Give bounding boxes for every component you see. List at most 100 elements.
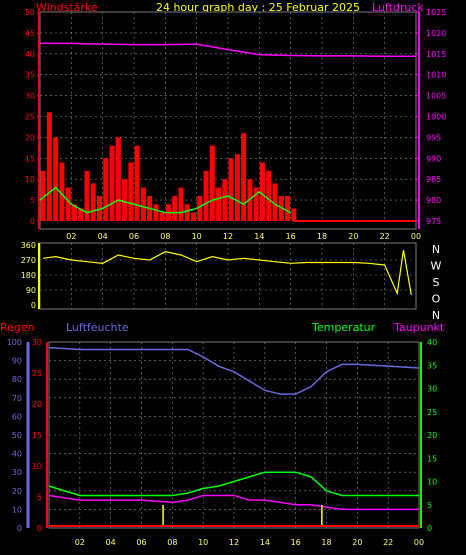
pressure-line	[40, 42, 416, 58]
time-tick-label: 20	[348, 232, 358, 241]
wind-bars	[40, 112, 297, 221]
time-tick-label: 22	[383, 538, 393, 547]
humidity-tick-label: 90	[12, 357, 22, 366]
time-tick-label: 10	[192, 232, 202, 241]
time-tick-label: 16	[291, 538, 301, 547]
wind-bar	[259, 162, 265, 221]
wind-bar	[253, 187, 259, 221]
dewpoint-line	[48, 494, 419, 511]
wind-tick-label: 45	[25, 29, 35, 38]
wind-bar	[115, 137, 121, 221]
climate-panel-grid	[49, 342, 420, 528]
wind-bar	[109, 145, 115, 221]
wind-tick-label: 20	[25, 133, 35, 142]
rain-tick-label: 5	[37, 493, 42, 502]
temperature-axis-title: Temperatur	[311, 321, 376, 334]
time-tick-label: 22	[380, 232, 390, 241]
temp-tick-label: 10	[427, 478, 437, 487]
humidity-tick-label: 20	[12, 487, 22, 496]
compass-label: N	[432, 309, 440, 322]
time-tick-label: 18	[321, 538, 331, 547]
pressure-tick-label: 980	[426, 196, 441, 205]
wind-bar	[172, 195, 178, 221]
time-tick-label: 10	[198, 538, 208, 547]
wind-tick-label: 10	[25, 175, 35, 184]
time-tick-label: 02	[75, 538, 85, 547]
rain-tick-label: 20	[32, 400, 42, 409]
time-tick-label: 06	[136, 538, 146, 547]
wind-tick-label: 35	[25, 71, 35, 80]
wind-bar	[128, 162, 134, 221]
dewpoint-axis-title: Taupunkt	[393, 321, 445, 334]
wind-bar	[291, 208, 297, 221]
time-tick-label: 06	[129, 232, 139, 241]
wind-tick-label: 15	[25, 154, 35, 163]
wind-bar	[65, 187, 71, 221]
time-tick-label: 14	[254, 232, 264, 241]
temp-tick-label: 30	[427, 385, 437, 394]
temp-tick-label: 15	[427, 454, 437, 463]
rain-tick-label: 10	[32, 462, 42, 471]
wind-tick-label: 0	[30, 217, 35, 226]
chart-title: 24 hour graph day : 25 Februar 2025	[156, 1, 360, 14]
rain-axis-title: Regen	[0, 321, 35, 334]
wind-bar	[241, 133, 247, 221]
wind-bar	[140, 187, 146, 221]
time-tick-label: 02	[66, 232, 76, 241]
wind-bar	[103, 158, 109, 221]
wind-panel-x-ticks: 02 04 06 08 10 12 14 16 18 20 22 00	[66, 232, 421, 241]
time-tick-label: 08	[167, 538, 177, 547]
temp-tick-label: 40	[427, 338, 437, 347]
pressure-tick-label: 1020	[426, 29, 446, 38]
wind-bar	[159, 212, 165, 221]
temp-tick-label: 20	[427, 431, 437, 440]
climate-panel-x-ticks: 02 04 06 08 10 12 14 16 18 20 22 00	[75, 538, 424, 547]
time-tick-label: 12	[229, 538, 239, 547]
rain-axis-ticks: 0 5 10 15 20 25 30	[32, 338, 42, 533]
compass-label: W	[431, 260, 442, 273]
time-tick-label: 16	[286, 232, 296, 241]
humidity-line	[48, 346, 420, 395]
wind-bar	[90, 183, 96, 221]
temp-tick-label: 25	[427, 408, 437, 417]
compass-label: O	[432, 293, 441, 306]
time-tick-label: 04	[98, 232, 108, 241]
direction-line	[43, 249, 412, 296]
rain-tick-label: 25	[32, 369, 42, 378]
wind-bar	[234, 154, 240, 221]
wind-bar	[46, 112, 52, 221]
time-tick-label: 00	[411, 232, 421, 241]
time-tick-label: 08	[160, 232, 170, 241]
humidity-axis-title: Luftfeuchte	[66, 321, 129, 334]
wind-bar	[71, 204, 77, 221]
time-tick-label: 12	[223, 232, 233, 241]
humidity-tick-label: 100	[7, 338, 22, 347]
pressure-tick-label: 1005	[426, 92, 446, 101]
humidity-tick-label: 50	[12, 431, 22, 440]
humidity-tick-label: 0	[17, 524, 22, 533]
wind-bar	[97, 195, 103, 221]
direction-deg-label: 360	[21, 241, 36, 250]
rain-tick-label: 0	[37, 524, 42, 533]
wind-bar	[216, 187, 222, 221]
wind-bar	[53, 137, 59, 221]
humidity-tick-label: 70	[12, 394, 22, 403]
gust-line	[39, 186, 292, 214]
humidity-tick-label: 10	[12, 505, 22, 514]
time-tick-label: 00	[414, 538, 424, 547]
wind-bar	[209, 145, 215, 221]
pressure-axis-ticks: 975 980 985 990 995 1000 1005 1010 1015 1020 1025	[416, 8, 446, 229]
humidity-tick-label: 60	[12, 412, 22, 421]
wind-bar	[197, 195, 203, 221]
wind-bar	[203, 170, 209, 221]
wind-tick-label: 50	[25, 8, 35, 17]
wind-bar	[59, 162, 65, 221]
wind-bar	[78, 208, 84, 221]
direction-deg-label: 180	[21, 271, 36, 280]
rain-tick-label: 15	[32, 431, 42, 440]
wind-tick-label: 40	[25, 50, 35, 59]
wind-bar	[191, 212, 197, 221]
compass-label: N	[432, 243, 440, 256]
